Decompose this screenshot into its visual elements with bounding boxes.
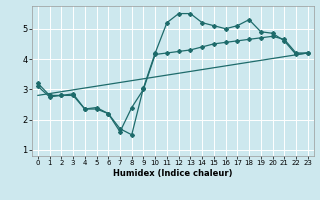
X-axis label: Humidex (Indice chaleur): Humidex (Indice chaleur) <box>113 169 233 178</box>
